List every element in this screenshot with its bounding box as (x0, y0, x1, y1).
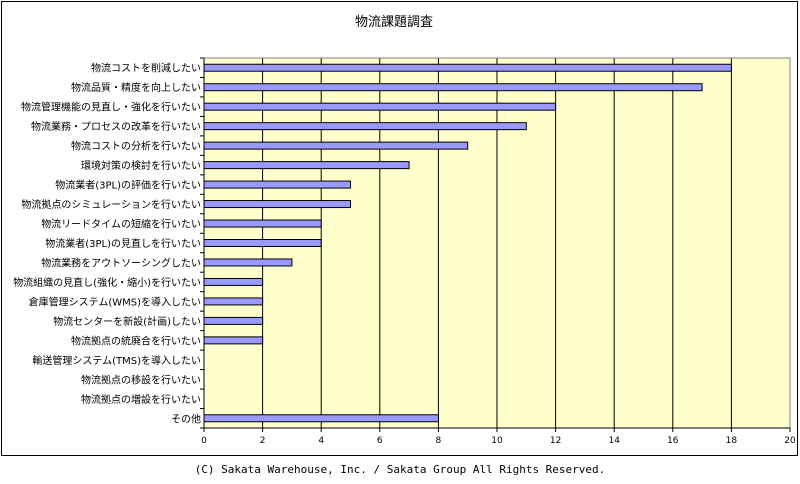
category-label: 物流業務・プロセスの改革を行いたい (31, 120, 201, 133)
chart-frame: 物流課題調査 0 2 4 6 8 10 12 14 16 18 20 物流コストを削減したい物流品質・精… (1, 1, 798, 456)
x-tick-label: 0 (201, 436, 207, 446)
category-label: 輸送管理システム(TMS)を導入したい (32, 354, 201, 367)
category-label: 物流組織の見直し(強化・縮小)を行いたい (13, 276, 201, 289)
category-label: 物流センターを新設(計画)したい (53, 315, 201, 328)
category-label: 物流業者(3PL)の見直しを行いたい (45, 237, 201, 250)
bar (203, 83, 703, 92)
bar (203, 200, 351, 209)
bar (203, 219, 322, 228)
category-label: 物流拠点の統廃合を行いたい (71, 334, 201, 347)
x-tick-label: 8 (436, 436, 442, 446)
bar (203, 258, 293, 267)
bar-chart: 物流課題調査 0 2 4 6 8 10 12 14 16 18 20 物流コストを削減したい物流品質・精… (13, 14, 796, 446)
bar (203, 239, 322, 247)
bar (203, 102, 557, 111)
bar (203, 277, 264, 286)
category-label: 物流拠点の移設を行いたい (81, 373, 201, 386)
category-label: その他 (171, 412, 201, 425)
x-tick-label: 16 (667, 436, 679, 446)
bar (203, 316, 264, 325)
x-tick-label: 18 (726, 436, 738, 446)
category-label: 物流リードタイムの短縮を行いたい (41, 218, 201, 231)
category-label: 物流業務をアウトソーシングしたい (41, 256, 201, 269)
bar (203, 122, 527, 131)
category-label: 物流コストを削減したい (91, 62, 201, 75)
x-tick-label: 6 (377, 436, 383, 446)
category-label: 物流品質・精度を向上したい (71, 81, 201, 94)
category-label: 倉庫管理システム(WMS)を導入したい (29, 295, 201, 308)
category-label: 物流コストの分析を行いたい (71, 140, 201, 153)
x-tick-label: 2 (260, 436, 266, 446)
x-tick-label: 10 (491, 436, 503, 446)
bar (203, 297, 264, 306)
chart-title: 物流課題調査 (355, 14, 433, 30)
category-label: 環境対策の検討を行いたい (81, 159, 201, 172)
bar (203, 141, 469, 150)
copyright-footer: (C) Sakata Warehouse, Inc. / Sakata Grou… (194, 463, 606, 476)
x-tick-label: 4 (318, 436, 324, 446)
category-label: 物流管理機能の見直し・強化を行いたい (21, 101, 201, 114)
category-label: 物流拠点の増設を行いたい (81, 393, 201, 406)
bar (203, 63, 732, 72)
x-tick-label: 12 (550, 436, 561, 446)
category-label: 物流業者(3PL)の評価を行いたい (55, 179, 201, 192)
bar (203, 336, 264, 345)
x-tick-label: 20 (784, 436, 796, 446)
bar (203, 414, 439, 423)
category-label: 物流拠点のシミュレーションを行いたい (21, 198, 201, 211)
bar (203, 161, 410, 170)
bar (203, 180, 351, 189)
x-tick-label: 14 (608, 436, 620, 446)
